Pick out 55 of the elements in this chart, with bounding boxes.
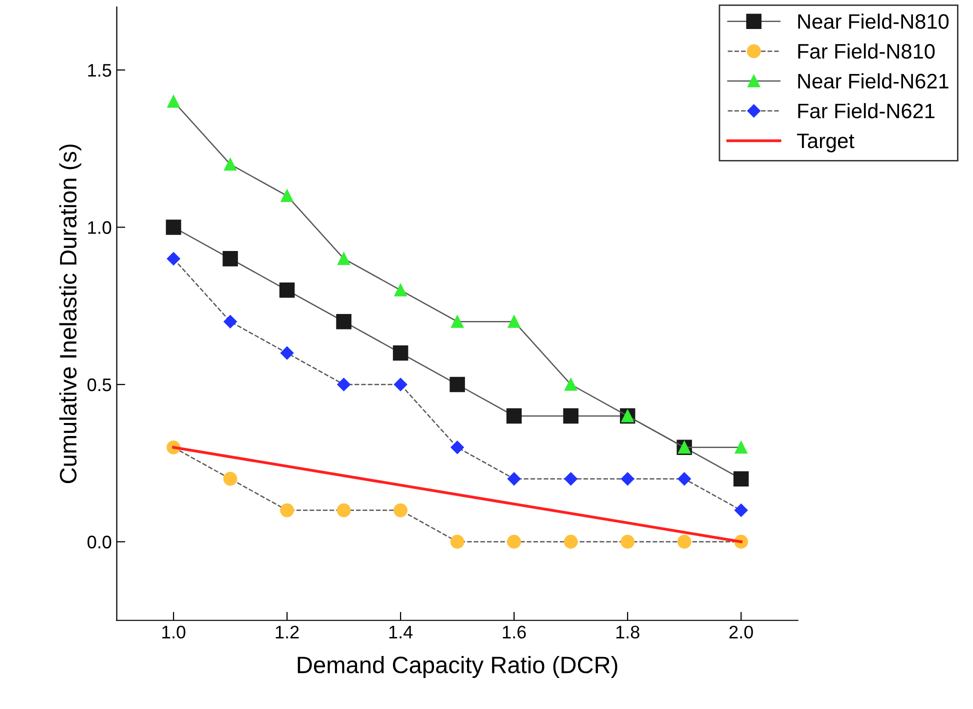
point: [222, 251, 238, 266]
legend-label: Far Field-N810: [798, 43, 935, 59]
x-tick-label: 1.6: [502, 626, 526, 638]
x-tick-label: 1.4: [389, 626, 413, 638]
legend-label: Near Field-N810: [798, 14, 949, 29]
point: [392, 345, 408, 361]
point: [394, 378, 408, 392]
point: [564, 534, 578, 549]
point: [337, 378, 350, 392]
point: [507, 472, 521, 486]
x-tick-label: 2.0: [729, 626, 753, 638]
point: [280, 346, 294, 360]
point: [564, 472, 578, 486]
point: [224, 315, 237, 328]
point: [167, 95, 180, 108]
point: [450, 376, 465, 392]
x-tick-label: 1.2: [276, 626, 299, 638]
x-axis-title: Demand Capacity Ratio (DCR): [298, 656, 618, 678]
point: [394, 503, 408, 518]
point: [394, 284, 407, 296]
point: [166, 252, 180, 266]
point: [450, 440, 464, 454]
y-axis-title: Cumulative Inelastic Duration (s): [59, 144, 82, 484]
point: [677, 534, 692, 549]
point: [678, 472, 691, 486]
point: [620, 472, 634, 486]
point: [507, 534, 522, 549]
point: [279, 282, 295, 298]
point: [733, 471, 749, 486]
point: [506, 408, 522, 424]
point: [563, 408, 578, 424]
y-tick-label: 0.5: [88, 378, 112, 392]
point: [508, 315, 520, 328]
point: [223, 472, 238, 486]
x-tick-label: 1.0: [162, 626, 186, 638]
point: [451, 315, 464, 328]
point: [336, 314, 352, 330]
legend-label: Target: [797, 134, 854, 152]
point: [336, 503, 351, 518]
point: [224, 158, 237, 171]
y-tick-label: 0.0: [88, 536, 112, 548]
point: [734, 441, 748, 454]
point: [338, 252, 350, 265]
y-tick-label: 1.5: [88, 64, 112, 77]
legend-label: Far Field-N621: [798, 103, 934, 118]
point: [450, 534, 464, 549]
point: [734, 504, 748, 517]
point: [280, 503, 294, 518]
y-tick-label: 1.0: [88, 221, 112, 234]
point: [564, 378, 578, 391]
point: [620, 534, 635, 549]
point: [166, 220, 182, 235]
legend-label: Near Field-N621: [798, 73, 948, 89]
point: [280, 190, 294, 202]
x-tick-label: 1.8: [616, 626, 640, 638]
